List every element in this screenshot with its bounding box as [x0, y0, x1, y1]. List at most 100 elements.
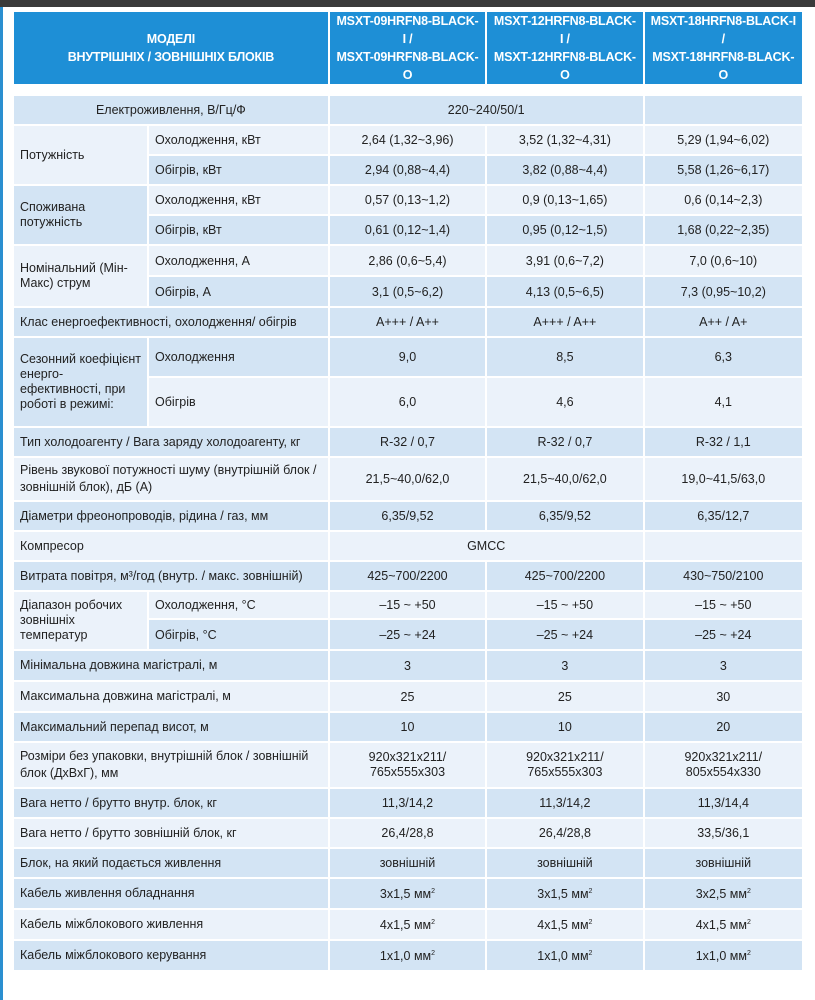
value-cell: 7,3 (0,95~10,2): [644, 277, 802, 306]
seasonal-row-cool: Сезонний коефіцієнт енерго-ефективності,…: [14, 338, 802, 426]
value-cell: 3: [644, 651, 802, 680]
capacity-heat-label: Обігрів, кВт: [149, 156, 328, 184]
max-len-row: Максимальна довжина магістралі, м 25 25 30: [14, 682, 802, 711]
value-cell: 20: [644, 713, 802, 741]
value-cell: 4,1: [644, 378, 802, 426]
current-row-heat: Обігрів, А 3,1 (0,5~6,2) 4,13 (0,5~6,5) 7,3…: [14, 277, 802, 306]
seasonal-row-heat: Обігрів 6,0 4,6 4,1: [14, 378, 802, 426]
compressor-value: GMCC: [329, 532, 643, 560]
value-cell: 920x321x211/805x554x330: [644, 743, 802, 787]
power-unit-row: Блок, на який подається живлення зовнішні…: [14, 849, 802, 877]
value-cell: 3x1,5 мм2: [487, 879, 643, 908]
max-height-row: Максимальний перепад висот, м 10 10 20: [14, 713, 802, 741]
consumption-heat-label: Обігрів, кВт: [149, 216, 328, 244]
value-cell: 6,35/12,7: [644, 502, 802, 530]
model-col-3: MSXT-18HRFN8-BLACK-I / MSXT-18HRFN8-BLACK…: [644, 12, 802, 84]
value-cell: 2,64 (1,32~3,96): [329, 126, 486, 154]
min-len-label: Мінімальна довжина магістралі, м: [14, 651, 328, 680]
value-cell: 4,6: [487, 378, 643, 426]
value-cell: 30: [644, 682, 802, 711]
value-cell: 6,35/9,52: [487, 502, 643, 530]
noise-row: Рівень звукової потужності шуму (внутріш…: [14, 458, 802, 500]
model-outdoor: MSXT-12HRFN8-BLACK-O: [493, 50, 636, 82]
consumption-cool-label: Охолодження, кВт: [149, 186, 328, 214]
cable-size: 4x1,5 мм: [695, 917, 747, 932]
seasonal-label: Сезонний коефіцієнт енерго-ефективності,…: [14, 338, 148, 426]
weight-out-label: Вага нетто / брутто зовнішній блок, кг: [14, 819, 328, 847]
cable-inter-control-label: Кабель міжблокового керування: [14, 941, 328, 970]
top-bar: [0, 0, 815, 7]
value-cell: 11,3/14,4: [644, 789, 802, 817]
capacity-row-cool: Потужність Охолодження, кВт 2,64 (1,32~3,9…: [14, 126, 802, 184]
dims-indoor: 920x321x211/: [684, 750, 763, 764]
value-cell: 4x1,5 мм2: [487, 910, 643, 939]
square-exponent: 2: [588, 887, 593, 895]
model-outdoor: MSXT-18HRFN8-BLACK-O: [652, 50, 795, 82]
value-cell: 920x321x211/765x555x303: [487, 743, 643, 787]
cable-size: 3x1,5 мм: [537, 886, 589, 901]
value-cell: 11,3/14,2: [329, 789, 486, 817]
value-cell: 1,68 (0,22~2,35): [644, 216, 802, 244]
value-cell: R-32 / 1,1: [644, 428, 802, 456]
value-cell: 425~700/2200: [329, 562, 486, 590]
airflow-label: Витрата повітря, м³/год (внутр. / макс. …: [14, 562, 328, 590]
compressor-row: Компресор GMCC: [14, 532, 802, 560]
weight-in-label: Вага нетто / брутто внутр. блок, кг: [14, 789, 328, 817]
value-cell: –25 ~ +24: [329, 620, 486, 649]
current-label: Номінальний (Мін-Макс) струм: [14, 246, 148, 306]
value-cell: –25 ~ +24: [487, 620, 643, 649]
value-cell: зовнішній: [329, 849, 486, 877]
temp-range-heat-label: Обігрів, °С: [149, 620, 328, 649]
cable-size: 3x1,5 мм: [379, 886, 432, 901]
value-cell: 1x1,0 мм2: [644, 941, 802, 970]
power-supply-value: 220~240/50/1: [329, 96, 643, 124]
value-cell: –15 ~ +50: [644, 592, 802, 618]
value-cell: A++ / A+: [644, 308, 802, 336]
models-label-2: ВНУТРІШНІХ / ЗОВНІШНІХ БЛОКІВ: [67, 50, 275, 64]
model-indoor: MSXT-09HRFN8-BLACK-I /: [336, 14, 479, 46]
value-cell: 21,5~40,0/62,0: [329, 458, 486, 500]
value-cell: 5,58 (1,26~6,17): [644, 156, 802, 184]
weight-out-row: Вага нетто / брутто зовнішній блок, кг 26…: [14, 819, 802, 847]
value-cell: 4x1,5 мм2: [644, 910, 802, 939]
temp-range-label: Діапазон робочих зовнішніх температур: [14, 592, 148, 649]
value-cell: 9,0: [329, 338, 486, 376]
temp-range-row-heat: Обігрів, °С –25 ~ +24 –25 ~ +24 –25 ~ +24: [14, 620, 802, 649]
temp-range-row-cool: Діапазон робочих зовнішніх температур Охо…: [14, 592, 802, 649]
noise-label: Рівень звукової потужності шуму (внутріш…: [14, 458, 328, 500]
value-cell: 3,1 (0,5~6,2): [329, 277, 486, 306]
value-cell: 4x1,5 мм2: [329, 910, 486, 939]
value-cell: –15 ~ +50: [329, 592, 486, 618]
max-height-label: Максимальний перепад висот, м: [14, 713, 328, 741]
max-len-label: Максимальна довжина магістралі, м: [14, 682, 328, 711]
models-label: МОДЕЛІ: [146, 32, 196, 46]
value-cell: 3: [487, 651, 643, 680]
value-cell: 10: [487, 713, 643, 741]
dims-outdoor: 765x555x303: [369, 765, 446, 779]
consumption-label: Споживана потужність: [14, 186, 148, 244]
value-cell: 4,13 (0,5~6,5): [487, 277, 643, 306]
dims-indoor: 920x321x211/: [368, 750, 447, 764]
cable-size: 4x1,5 мм: [537, 917, 589, 932]
cable-size: 1x1,0 мм: [379, 948, 432, 963]
power-supply-row: Електроживлення, В/Гц/Ф 220~240/50/1: [14, 96, 802, 124]
value-cell: 0,6 (0,14~2,3): [644, 186, 802, 214]
dims-outdoor: 805x554x330: [685, 765, 761, 779]
energy-class-row: Клас енергоефективності, охолодження/ об…: [14, 308, 802, 336]
empty-cell: [644, 532, 802, 560]
value-cell: 26,4/28,8: [487, 819, 643, 847]
weight-in-row: Вага нетто / брутто внутр. блок, кг 11,3/…: [14, 789, 802, 817]
square-exponent: 2: [588, 949, 593, 957]
dims-row: Розміри без упаковки, внутрішній блок / …: [14, 743, 802, 787]
value-cell: –25 ~ +24: [644, 620, 802, 649]
spec-table: МОДЕЛІ ВНУТРІШНІХ / ЗОВНІШНІХ БЛОКІВ MSXT…: [12, 10, 804, 972]
square-exponent: 2: [431, 918, 436, 926]
model-indoor: MSXT-12HRFN8-BLACK-I /: [493, 14, 636, 46]
empty-cell: [644, 96, 802, 124]
seasonal-heat-label: Обігрів: [149, 378, 328, 426]
capacity-cool-label: Охолодження, кВт: [149, 126, 328, 154]
current-heat-label: Обігрів, А: [149, 277, 328, 306]
value-cell: 3,82 (0,88~4,4): [487, 156, 643, 184]
value-cell: зовнішній: [644, 849, 802, 877]
cable-power-label: Кабель живлення обладнання: [14, 879, 328, 908]
